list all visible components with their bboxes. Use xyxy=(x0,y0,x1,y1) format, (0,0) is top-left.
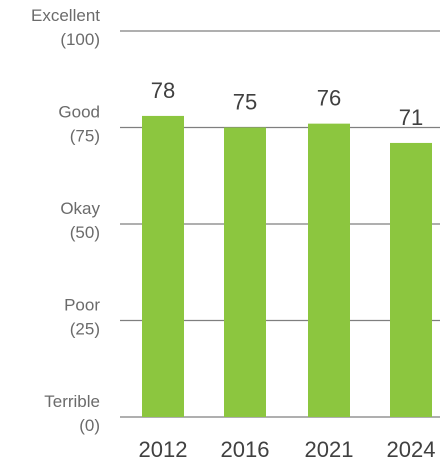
data-label: 75 xyxy=(233,90,257,115)
y-tick-label-value: (75) xyxy=(70,127,100,146)
x-tick-label: 2021 xyxy=(305,437,354,462)
bar xyxy=(224,127,266,417)
y-tick-label-text: Excellent xyxy=(31,6,100,25)
data-label: 76 xyxy=(317,86,341,111)
y-tick-label: Good (75) xyxy=(58,103,100,146)
y-tick-label-value: (100) xyxy=(60,30,100,49)
y-tick-label-text: Terrible xyxy=(44,392,100,411)
y-tick-label: Terrible (0) xyxy=(44,392,100,435)
y-axis-tick-labels: Excellent (100) Good (75) Okay (50) Poor (25) Te… xyxy=(31,6,100,435)
y-tick-label-value: (0) xyxy=(79,416,100,435)
bars xyxy=(142,115,432,418)
y-tick-label: Excellent (100) xyxy=(31,6,100,49)
y-tick-label-value: (25) xyxy=(70,320,100,339)
data-labels: 78 75 76 71 xyxy=(151,78,423,130)
x-tick-label: 2024 xyxy=(387,437,436,462)
data-label: 71 xyxy=(399,105,423,130)
y-tick-label-text: Poor xyxy=(64,296,100,315)
y-tick-label: Okay (50) xyxy=(60,199,100,242)
y-tick-label-value: (50) xyxy=(70,223,100,242)
y-tick-label: Poor (25) xyxy=(64,296,100,339)
y-tick-label-text: Okay xyxy=(60,199,100,218)
bar xyxy=(390,142,432,417)
x-tick-label: 2012 xyxy=(139,437,188,462)
y-tick-label-text: Good xyxy=(58,103,100,122)
data-label: 78 xyxy=(151,78,175,103)
bar xyxy=(308,123,350,417)
x-axis-tick-labels: 2012 2016 2021 2024 xyxy=(139,437,436,462)
bar xyxy=(142,115,184,418)
x-tick-label: 2016 xyxy=(221,437,270,462)
